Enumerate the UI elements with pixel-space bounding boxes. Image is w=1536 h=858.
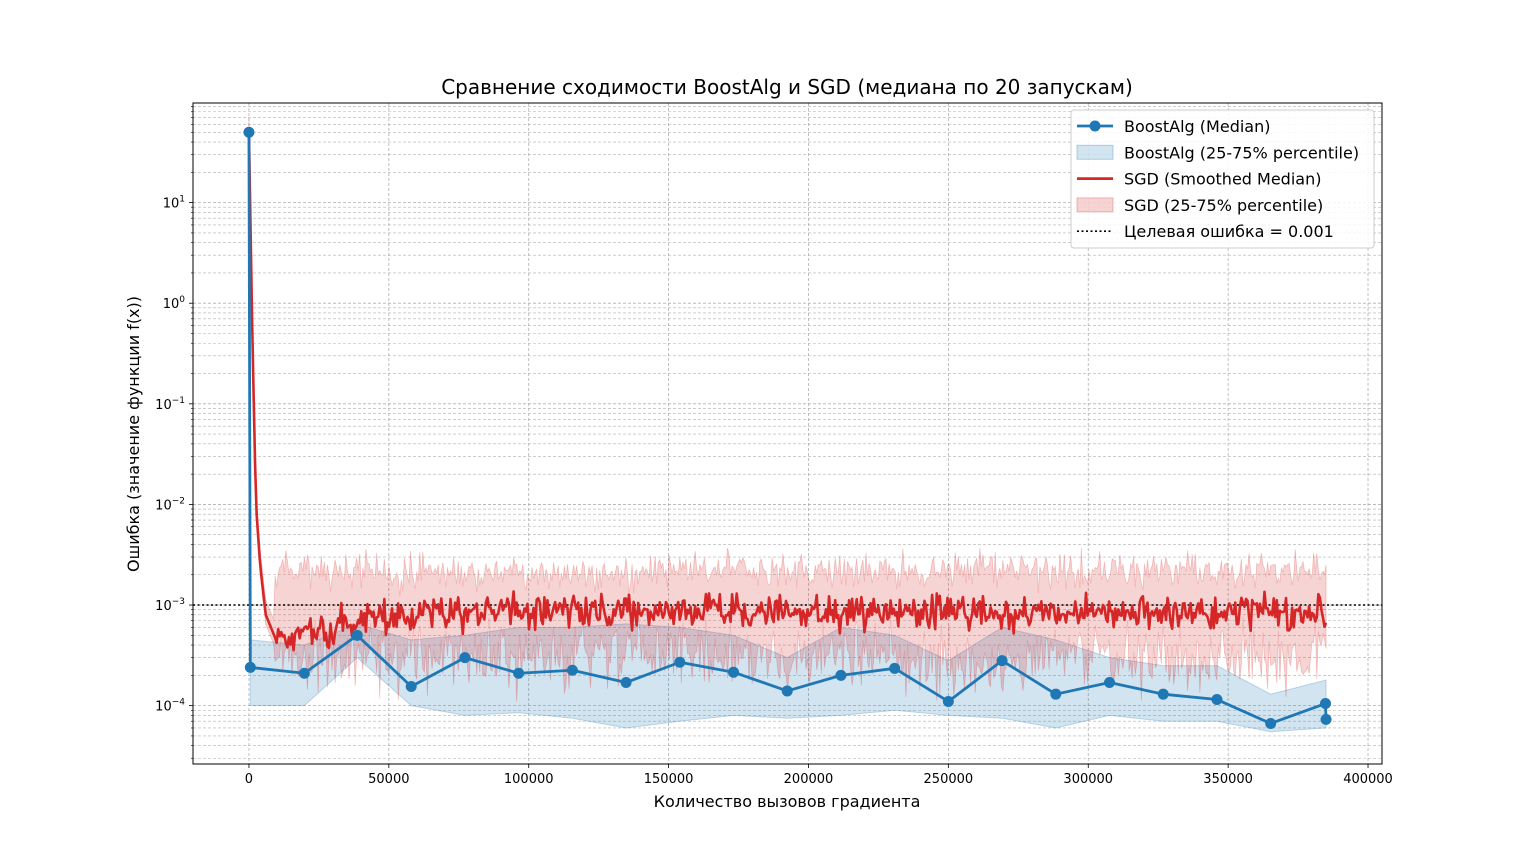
boost-median-marker [1157,688,1169,700]
boost-median-marker [513,667,525,679]
x-tick-label: 250000 [924,772,974,787]
plot-frame [192,102,1383,765]
boost-median-marker [243,126,255,138]
boost-median-marker [1211,694,1223,706]
sgd-percentile-band [248,117,1327,702]
series-layer [193,126,1382,729]
legend-swatch-band [1076,144,1114,160]
boost-median-marker [566,664,578,676]
chart-title: Сравнение сходимости BoostAlg и SGD (мед… [441,75,1133,99]
y-tick-label: 10−2 [155,496,185,513]
y-axis-label: Ошибка (значение функции f(x)) [124,296,143,572]
y-tick-label: 10−1 [155,396,185,413]
boost-median-marker [1050,688,1062,700]
boost-median-marker [620,676,632,688]
x-tick-label: 300000 [1063,772,1113,787]
legend-swatch-boost-marker [1089,120,1101,132]
boost-median-marker [728,666,740,678]
boost-median-marker [1320,713,1332,725]
x-axis-label: Количество вызовов градиента [654,792,921,811]
x-tick-label: 200000 [784,772,834,787]
x-tick-label: 400000 [1343,772,1393,787]
boost-median-marker [781,685,793,697]
y-tick-label: 10−4 [155,698,185,715]
legend-label: SGD (Smoothed Median) [1124,170,1321,189]
legend-label: Целевая ошибка = 0.001 [1124,222,1334,241]
sgd-median-line [247,132,1328,652]
y-axis-ticks: 101 100 10−1 10−2 10−3 10−4 [155,106,193,759]
y-tick-label: 10−3 [155,597,185,614]
y-tick-label: 100 [163,295,186,312]
boost-median-marker [942,695,954,707]
x-tick-label: 150000 [644,772,694,787]
x-tick-label: 50000 [368,772,409,787]
y-tick-label: 101 [163,195,185,212]
boost-median-marker [889,662,901,674]
x-tick-label: 100000 [504,772,554,787]
boost-median-marker [996,655,1008,667]
boost-median-marker [1319,698,1331,710]
boost-median-marker [405,680,417,692]
boost-median-marker [298,667,310,679]
x-tick-label: 0 [245,772,253,787]
boost-median-marker [244,661,256,673]
boost-median-marker [1265,717,1277,729]
legend: BoostAlg (Median) BoostAlg (25-75% percen… [1070,109,1375,249]
boost-median-marker [674,656,686,668]
boost-median-marker [459,652,471,664]
legend-box [1070,109,1375,249]
legend-label: BoostAlg (25-75% percentile) [1124,143,1359,162]
boost-median-marker [1104,676,1116,688]
x-axis-ticks: 0 50000 100000 150000 200000 250000 300000 3500… [245,764,1393,787]
legend-swatch-band [1076,197,1114,213]
legend-label: SGD (25-75% percentile) [1124,196,1323,215]
legend-label: BoostAlg (Median) [1124,117,1270,136]
boost-median-marker [351,629,363,641]
boost-median-marker [835,669,847,681]
x-tick-label: 350000 [1203,772,1253,787]
